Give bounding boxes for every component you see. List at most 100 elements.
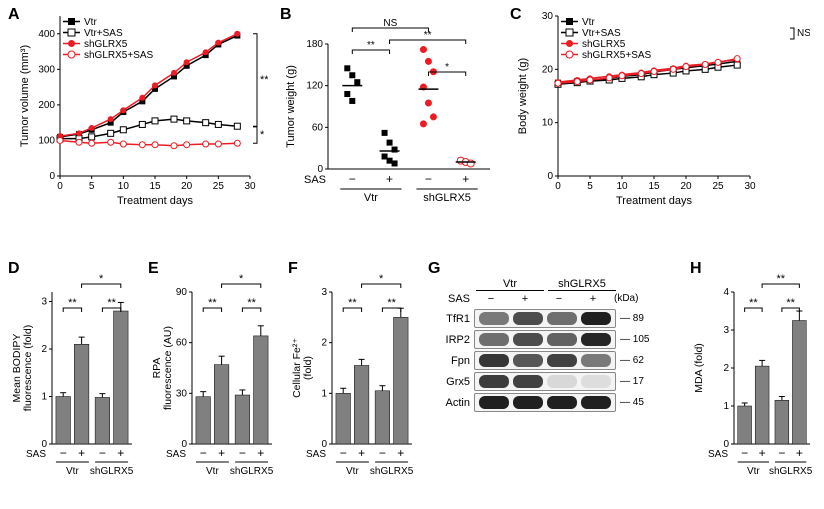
panel-a-label: A	[8, 6, 20, 24]
panel-c: C 0102030051015202530Body weight (g)Trea…	[510, 6, 810, 226]
svg-text:−: −	[239, 446, 246, 460]
svg-text:**: **	[776, 273, 785, 285]
svg-text:**: **	[68, 297, 77, 309]
svg-text:3: 3	[321, 287, 327, 298]
svg-text:20: 20	[181, 181, 193, 192]
svg-text:+: +	[257, 446, 264, 460]
svg-text:MDA (fold): MDA (fold)	[693, 343, 705, 393]
svg-text:shGLRX5: shGLRX5	[769, 466, 813, 477]
panel-f: F 0123*****−+−+SASVtrshGLRX5Cellular Fe²…	[288, 260, 418, 500]
svg-text:shGLRX5: shGLRX5	[423, 192, 471, 204]
svg-text:200: 200	[38, 100, 55, 111]
svg-text:*: *	[99, 273, 104, 285]
svg-text:*: *	[260, 129, 265, 141]
svg-text:60: 60	[312, 122, 324, 133]
svg-text:30: 30	[244, 181, 256, 192]
svg-text:Vtr: Vtr	[747, 466, 760, 477]
panel-d-label: D	[8, 260, 20, 278]
svg-text:300: 300	[38, 64, 55, 75]
svg-text:Treatment days: Treatment days	[117, 195, 194, 207]
svg-text:0: 0	[555, 181, 561, 192]
svg-text:shGLRX5+SAS: shGLRX5+SAS	[582, 50, 652, 61]
svg-text:Tumor volume (mm³): Tumor volume (mm³)	[19, 45, 31, 147]
svg-text:**: **	[387, 297, 396, 309]
svg-text:shGLRX5: shGLRX5	[582, 39, 626, 50]
panel-g: G Vtr shGLRX5 SAS−+−+(kDa)TfR1— 89IRP2— …	[428, 260, 678, 500]
svg-text:−: −	[349, 172, 356, 186]
svg-text:−: −	[741, 446, 748, 460]
svg-text:Vtr+SAS: Vtr+SAS	[582, 28, 621, 39]
svg-text:fluorescence (AU): fluorescence (AU)	[162, 326, 174, 410]
panel-f-label: F	[288, 260, 298, 278]
svg-text:NS: NS	[797, 28, 810, 39]
svg-text:1: 1	[723, 401, 729, 412]
svg-text:20: 20	[680, 181, 692, 192]
svg-text:*: *	[379, 273, 384, 285]
svg-text:100: 100	[38, 135, 55, 146]
svg-text:2: 2	[41, 344, 47, 355]
panel-h: H 01234******−+−+SASVtrshGLRX5MDA (fold)	[690, 260, 816, 500]
svg-text:Vtr+SAS: Vtr+SAS	[84, 28, 123, 39]
svg-text:10: 10	[118, 181, 130, 192]
svg-text:SAS: SAS	[166, 449, 186, 460]
svg-text:5: 5	[89, 181, 95, 192]
svg-text:shGLRX5+SAS: shGLRX5+SAS	[84, 50, 154, 61]
svg-text:+: +	[358, 446, 365, 460]
panel-b: B 060120180**NS***−+−+SASVtrshGLRX5Tumor…	[280, 6, 500, 226]
svg-text:20: 20	[542, 64, 554, 75]
panel-d: D 0123*****−+−+SASVtrshGLRX5Mean BODIPYf…	[8, 260, 138, 500]
svg-text:60: 60	[176, 338, 188, 349]
svg-text:Vtr: Vtr	[582, 17, 595, 28]
svg-text:+: +	[759, 446, 766, 460]
svg-text:Vtr: Vtr	[84, 17, 97, 28]
svg-text:**: **	[749, 297, 758, 309]
panel-e: E 0306090*****−+−+SASVtrshGLRX5RPAfluore…	[148, 260, 278, 500]
svg-text:3: 3	[41, 297, 47, 308]
svg-text:Vtr: Vtr	[206, 466, 219, 477]
svg-text:0: 0	[57, 181, 63, 192]
svg-text:−: −	[99, 446, 106, 460]
svg-text:Treatment days: Treatment days	[616, 195, 693, 207]
svg-text:10: 10	[616, 181, 628, 192]
panel-g-label: G	[428, 260, 440, 278]
svg-text:Vtr: Vtr	[66, 466, 79, 477]
svg-text:**: **	[260, 74, 268, 86]
svg-text:**: **	[348, 297, 357, 309]
svg-text:*: *	[445, 62, 449, 73]
svg-text:Body weight (g): Body weight (g)	[517, 58, 529, 134]
svg-text:120: 120	[306, 81, 323, 92]
svg-text:5: 5	[587, 181, 593, 192]
svg-text:−: −	[425, 172, 432, 186]
svg-text:15: 15	[149, 181, 161, 192]
panel-e-label: E	[148, 260, 159, 278]
svg-text:SAS: SAS	[26, 449, 46, 460]
svg-text:−: −	[60, 446, 67, 460]
svg-text:+: +	[78, 446, 85, 460]
svg-text:−: −	[200, 446, 207, 460]
svg-text:+: +	[462, 172, 469, 186]
svg-text:(fold): (fold)	[302, 356, 314, 380]
svg-text:SAS: SAS	[708, 449, 728, 460]
panel-b-chart: 060120180**NS***−+−+SASVtrshGLRX5Tumor w…	[280, 6, 500, 226]
svg-text:400: 400	[38, 29, 55, 40]
svg-text:shGLRX5: shGLRX5	[84, 39, 128, 50]
svg-text:1: 1	[321, 388, 327, 399]
svg-text:3: 3	[723, 325, 729, 336]
svg-text:+: +	[397, 446, 404, 460]
panel-e-chart: 0306090*****−+−+SASVtrshGLRX5RPAfluoresc…	[148, 260, 278, 500]
panel-h-chart: 01234******−+−+SASVtrshGLRX5MDA (fold)	[690, 260, 816, 500]
svg-text:+: +	[218, 446, 225, 460]
svg-text:**: **	[367, 40, 375, 51]
panel-a-chart: 0100200300400051015202530Tumor volume (m…	[8, 6, 268, 226]
svg-text:**: **	[424, 30, 432, 41]
svg-text:30: 30	[744, 181, 756, 192]
svg-text:shGLRX5: shGLRX5	[230, 466, 274, 477]
panel-b-label: B	[280, 6, 292, 24]
svg-text:10: 10	[542, 118, 554, 129]
svg-text:shGLRX5: shGLRX5	[90, 466, 134, 477]
svg-text:2: 2	[723, 363, 729, 374]
svg-text:Tumor weight (g): Tumor weight (g)	[285, 65, 297, 148]
svg-text:90: 90	[176, 287, 188, 298]
panel-h-label: H	[690, 260, 702, 278]
panel-g-blot: Vtr shGLRX5 SAS−+−+(kDa)TfR1— 89IRP2— 10…	[438, 278, 668, 414]
